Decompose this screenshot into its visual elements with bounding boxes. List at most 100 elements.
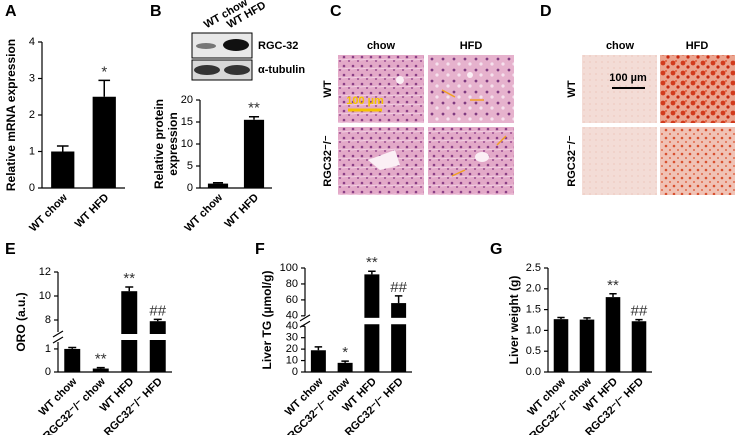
blot-band [194,65,220,75]
bar [605,297,621,372]
blot-band [196,43,216,49]
error-bar [56,145,69,152]
micrograph [428,55,514,123]
y-tick-label: 0.0 [526,366,541,378]
y-tick-label: 4 [29,36,35,48]
y-axis-label: Liver TG (µmol/g) [260,271,274,370]
band-label: RGC-32 [258,40,298,52]
y-tick-label: 2 [29,109,35,121]
histology-oro: D chow HFD WT RGC32⁻/⁻ 100 µm [540,3,735,195]
significance-label: ** [95,351,107,368]
band-label: α-tubulin [258,64,305,76]
y-tick-label: 40 [286,320,298,332]
y-tick-label: 80 [286,278,298,290]
error-bar [248,115,260,120]
break-mark [52,336,64,344]
column-label: HFD [460,40,483,52]
y-tick-label: 100 [280,262,298,274]
y-tick-label: 20 [286,343,298,355]
row-label: WT [322,80,334,97]
y-tick-label: 10 [181,138,193,150]
micrograph [660,127,735,195]
panel-letter: B [150,3,162,20]
x-tick-label: WT HFD [73,192,112,231]
error-bar [368,270,376,275]
y-axis-label: expression [166,112,180,175]
significance-label: ## [149,302,166,319]
y-tick-label: 1 [29,145,35,157]
bar [391,303,407,372]
micrograph [338,55,424,123]
panel-letter: E [5,241,16,258]
y-axis-label: Liver weight (g) [507,276,521,365]
row-label: WT [566,80,578,97]
significance-label: ## [390,279,407,296]
y-tick-label: 10 [286,354,298,366]
y-tick-label: 5 [187,160,193,172]
scale-bar-label: 100 µm [346,95,384,107]
error-bar [212,181,224,184]
vessel [368,150,400,170]
y-tick-label: 0 [29,182,35,194]
significance-label: ** [123,270,135,287]
panel-letter: C [330,3,342,20]
y-tick-label: 1.5 [526,304,541,316]
error-bar [635,318,643,322]
x-tick-label: WT chow [27,191,70,234]
panel-letter: A [5,3,17,20]
y-tick-label: 1.0 [526,324,541,336]
column-label: chow [606,40,635,52]
error-bar [96,366,105,369]
panel-letter: G [490,241,502,258]
y-tick-label: 3 [29,72,35,84]
axis-break [293,317,414,325]
significance-label: * [101,63,107,80]
x-tick-label: WT chow [183,191,226,234]
bar [92,96,116,188]
error-bar [68,346,77,349]
row-label: RGC32⁻/⁻ [322,135,334,187]
scale-bar-label: 100 µm [609,72,647,84]
y-axis-label: Relative protein [152,99,166,189]
micrograph [660,55,735,123]
error-bar [341,360,349,363]
y-tick-label: 15 [181,116,193,128]
vessel [475,152,489,162]
blot-band [223,39,249,51]
y-tick-label: 0 [292,366,298,378]
y-tick-label: 1 [45,343,51,355]
column-label: chow [367,40,396,52]
break-mark [52,330,64,338]
y-tick-label: 60 [286,294,298,306]
bar [310,350,326,372]
y-tick-label: 2.0 [526,283,541,295]
histology-he: C chow HFD WT RGC32⁻/⁻ 100 µm [322,3,514,195]
y-tick-label: 0 [187,182,193,194]
significance-label: ** [607,277,619,294]
y-tick-label: 30 [286,332,298,344]
bar [51,151,75,188]
micrograph [582,127,657,195]
error-bar [583,317,591,320]
y-axis-label: ORO (a.u.) [14,292,28,351]
column-label: HFD [686,40,709,52]
y-tick-label: 40 [286,310,298,322]
y-tick-label: 8 [45,314,51,326]
y-tick-label: 10 [39,290,51,302]
error-bar [557,316,565,320]
bar [631,321,647,372]
bar [64,348,81,372]
bar [337,362,353,372]
significance-label: ** [366,254,378,271]
micrograph [428,127,514,195]
axis-break [46,334,174,340]
bar [243,119,265,188]
bar [553,319,569,372]
y-tick-label: 12 [39,266,51,278]
y-tick-label: 2.5 [526,262,541,274]
row-label: RGC32⁻/⁻ [566,135,578,187]
bar [149,321,166,372]
y-tick-label: 0 [45,366,51,378]
bar [207,183,229,188]
